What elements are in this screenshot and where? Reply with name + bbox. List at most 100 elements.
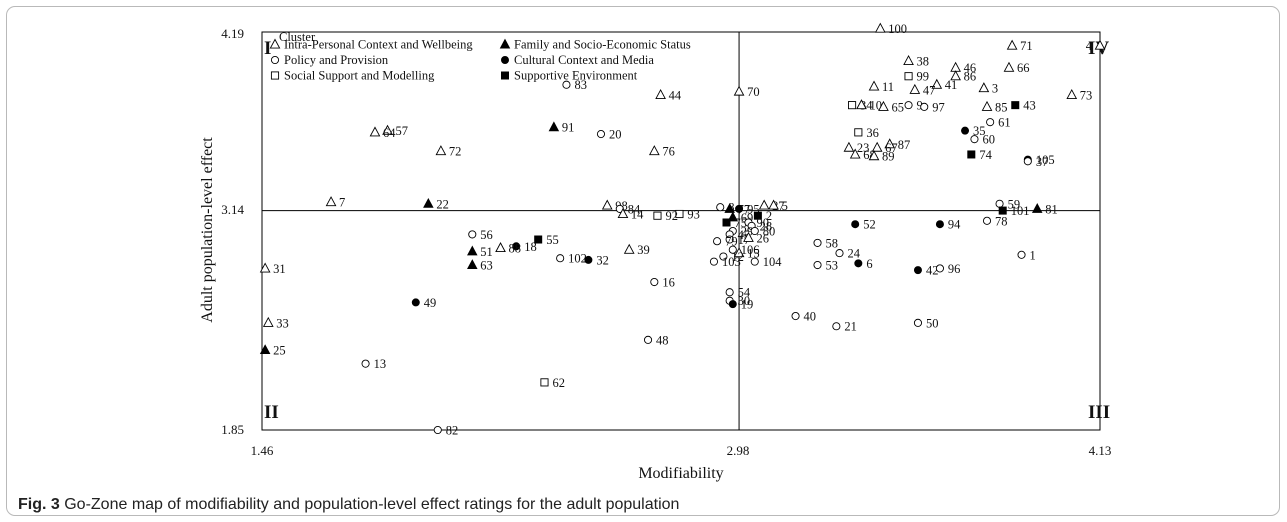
point-label-100: 100 [888,22,907,36]
point-label-64: 64 [383,126,396,140]
point-label-66: 66 [1017,61,1029,75]
point-label-14: 14 [631,207,644,221]
point-label-84: 84 [628,202,641,216]
point-label-23: 23 [857,141,870,155]
point-4 [1094,39,1106,50]
point-50 [913,318,923,327]
point-73 [1066,88,1078,99]
point-39 [623,243,635,254]
plot-area [261,31,1101,431]
legend-title: Cluster [279,30,316,44]
point-label-75: 75 [735,216,748,230]
point-label-21: 21 [844,320,857,334]
quadrant-II: II [264,402,279,423]
legend-label: Social Support and Modelling [284,69,435,83]
point-61 [986,118,995,127]
point-40 [791,311,800,321]
point-18 [512,242,521,251]
figure-caption: Fig. 3 Go-Zone map of modifiability and … [18,496,679,514]
y-tick-mid: 3.14 [221,202,244,217]
point-70 [733,85,745,96]
point-75 [722,218,731,227]
point-2 [753,211,762,220]
point-label-73: 73 [1080,88,1093,102]
point-8 [716,203,725,212]
point-66 [1003,61,1015,72]
point-38 [903,54,914,65]
point-106 [728,245,737,254]
point-79 [713,237,722,246]
point-3 [978,82,990,93]
point-9 [904,101,913,110]
point-71 [1006,39,1018,50]
point-label-58: 58 [826,236,839,250]
point-label-10: 10 [869,99,882,113]
point-label-6: 6 [866,257,872,271]
point-label-90: 90 [756,216,769,230]
legend-label: Policy and Provision [284,53,389,67]
point-label-79: 79 [725,235,738,249]
point-label-16: 16 [662,276,675,290]
point-64 [369,126,381,137]
point-13 [361,359,370,368]
point-41 [931,78,943,89]
point-label-99: 99 [917,70,930,84]
point-62 [540,378,549,387]
x-tick-left: 1.46 [251,443,274,458]
x-axis-label: Modifiability [638,465,723,482]
legend-label: Family and Socio-Economic Status [514,38,691,52]
point-label-39: 39 [637,243,650,257]
point-label-51: 51 [480,245,493,259]
point-32 [584,255,593,264]
point-74 [967,150,976,159]
point-31 [259,262,271,273]
point-label-89: 89 [882,150,895,164]
point-80 [750,226,759,236]
point-83 [562,80,571,89]
legend-label: Cultural Context and Media [514,53,654,67]
point-label-22: 22 [436,197,449,211]
point-label-1: 1 [1030,248,1036,262]
point-label-86: 86 [964,70,977,84]
point-96 [935,264,944,273]
point-33 [262,316,274,327]
point-76 [648,145,660,156]
point-label-104: 104 [763,255,783,269]
point-34 [848,101,857,110]
legend-marker-open-square [270,71,280,80]
point-label-38: 38 [917,54,930,68]
point-label-96: 96 [948,262,961,276]
legend-label: Intra-Personal Context and Wellbeing [284,38,473,52]
point-label-50: 50 [926,316,939,330]
point-label-30: 30 [738,294,751,308]
point-42 [913,266,922,275]
point-98 [601,199,613,210]
legend-marker-open-triangle [269,38,281,49]
point-label-83: 83 [574,78,587,92]
point-label-97: 97 [932,100,945,114]
point-label-31: 31 [273,262,286,276]
point-51 [467,245,478,256]
point-label-41: 41 [945,78,958,92]
point-26 [743,231,754,242]
point-101 [998,206,1007,215]
point-17 [725,235,734,244]
point-label-52: 52 [863,218,876,232]
point-label-35: 35 [973,124,986,138]
point-label-56: 56 [480,228,493,242]
point-93 [675,209,684,219]
x-tick-mid: 2.98 [727,443,750,458]
point-15 [733,247,745,258]
point-label-12: 12 [731,250,744,264]
point-54 [725,288,734,297]
point-21 [832,322,841,331]
point-label-3: 3 [992,82,998,96]
caption-text: Go-Zone map of modifiability and populat… [64,496,680,513]
point-67 [871,141,883,152]
point-81 [1031,203,1043,213]
point-label-65: 65 [891,100,904,114]
point-1 [1017,250,1026,259]
point-68 [849,148,861,159]
